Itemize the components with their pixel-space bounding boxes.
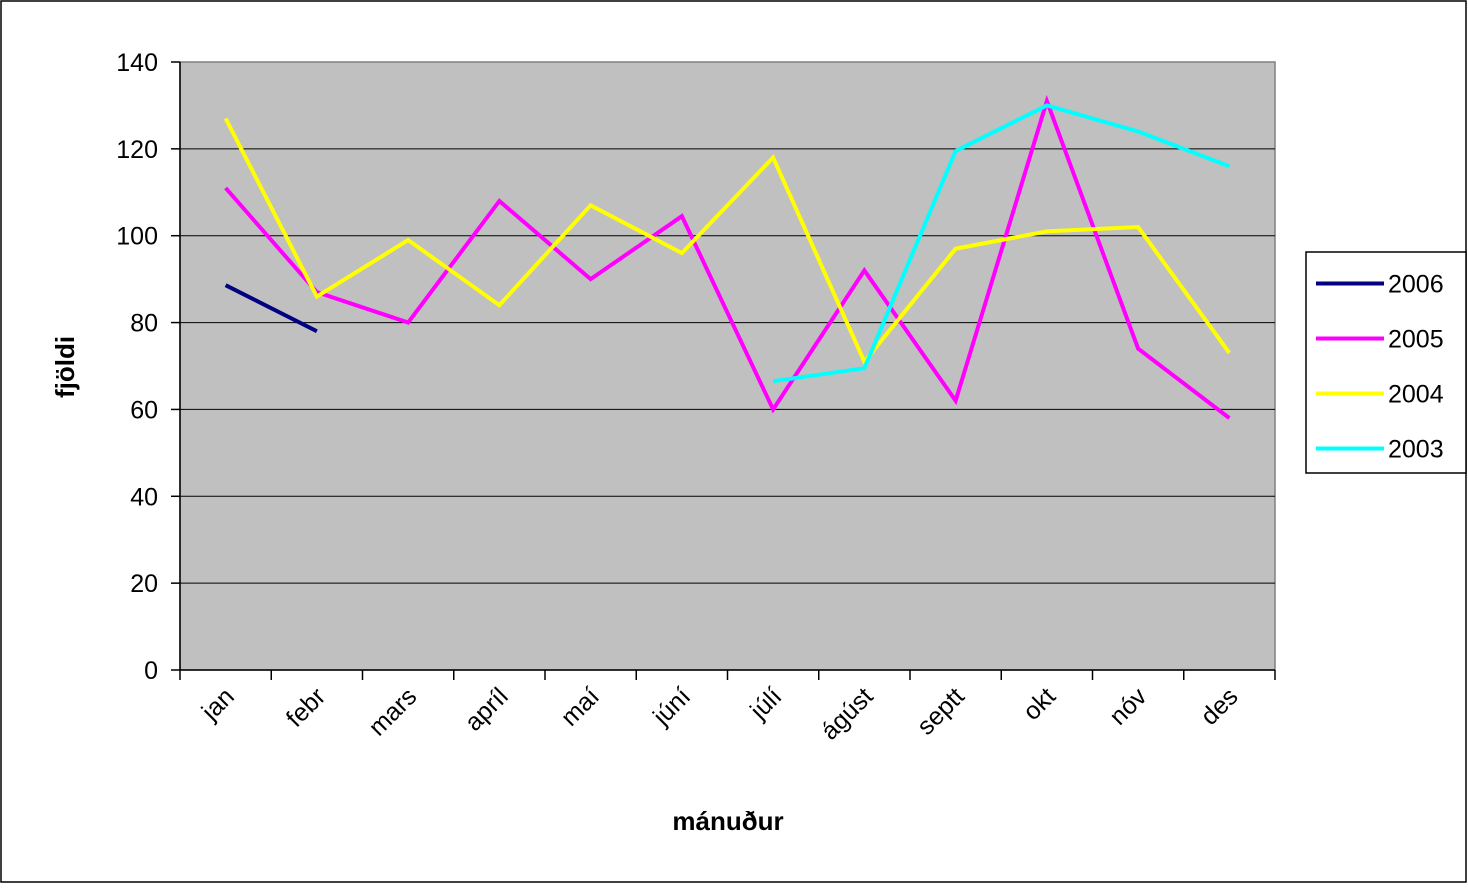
y-tick-label: 80: [130, 310, 158, 338]
legend-label: 2003: [1388, 436, 1444, 464]
y-tick-label: 120: [116, 136, 158, 164]
y-tick-label: 140: [116, 49, 158, 77]
plot-area: [179, 61, 1276, 671]
y-tick-label: 100: [116, 223, 158, 251]
series-line: [224, 283, 318, 334]
legend-label: 2005: [1388, 326, 1444, 354]
legend-label: 2004: [1388, 381, 1444, 409]
series-line: [772, 103, 1231, 384]
series-line: [224, 94, 1231, 420]
y-tick-label: 40: [130, 483, 158, 511]
legend-label: 2006: [1388, 271, 1444, 299]
x-axis-title: mánuður: [672, 806, 783, 836]
legend-box: [1305, 251, 1467, 474]
y-axis-title: fjöldi: [50, 336, 80, 398]
y-tick-label: 20: [130, 570, 158, 598]
series-line: [223, 117, 1231, 366]
y-tick-label: 0: [144, 657, 158, 685]
y-tick-label: 60: [130, 396, 158, 424]
